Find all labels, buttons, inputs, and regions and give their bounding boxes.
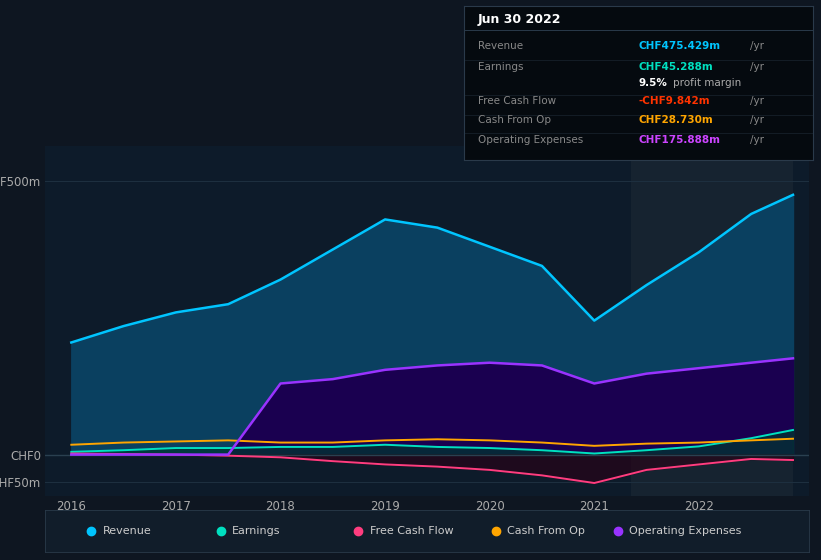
Text: /yr: /yr [750,62,764,72]
Text: Earnings: Earnings [478,62,523,72]
Text: CHF28.730m: CHF28.730m [639,115,713,124]
Text: Earnings: Earnings [232,526,281,535]
Text: CHF475.429m: CHF475.429m [639,41,721,50]
Text: /yr: /yr [750,115,764,124]
Text: Revenue: Revenue [103,526,151,535]
Text: Cash From Op: Cash From Op [507,526,585,535]
Text: /yr: /yr [750,134,764,144]
Text: CHF45.288m: CHF45.288m [639,62,713,72]
Text: Jun 30 2022: Jun 30 2022 [478,13,562,26]
Text: -CHF9.842m: -CHF9.842m [639,96,710,106]
Text: Revenue: Revenue [478,41,523,50]
Text: Cash From Op: Cash From Op [478,115,551,124]
Bar [631,146,793,496]
Text: /yr: /yr [750,41,764,50]
Text: /yr: /yr [750,96,764,106]
Text: 9.5%: 9.5% [639,78,667,87]
Text: Operating Expenses: Operating Expenses [478,134,583,144]
Text: profit margin: profit margin [673,78,741,87]
Text: CHF175.888m: CHF175.888m [639,134,720,144]
Text: Free Cash Flow: Free Cash Flow [478,96,556,106]
Text: Operating Expenses: Operating Expenses [629,526,741,535]
Text: Free Cash Flow: Free Cash Flow [369,526,453,535]
